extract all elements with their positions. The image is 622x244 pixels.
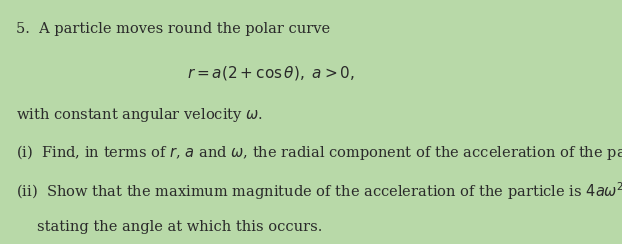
Text: (i)  Find, in terms of $r$, $a$ and $\omega$, the radial component of the accele: (i) Find, in terms of $r$, $a$ and $\ome… [16, 143, 622, 162]
Text: (ii)  Show that the maximum magnitude of the acceleration of the particle is $4a: (ii) Show that the maximum magnitude of … [16, 181, 622, 202]
Text: $r = a(2 + \cos\theta),\ a > 0,$: $r = a(2 + \cos\theta),\ a > 0,$ [187, 64, 355, 82]
Text: with constant angular velocity $\omega$.: with constant angular velocity $\omega$. [16, 106, 262, 124]
Text: 5.  A particle moves round the polar curve: 5. A particle moves round the polar curv… [16, 22, 330, 36]
Text: stating the angle at which this occurs.: stating the angle at which this occurs. [37, 220, 323, 234]
